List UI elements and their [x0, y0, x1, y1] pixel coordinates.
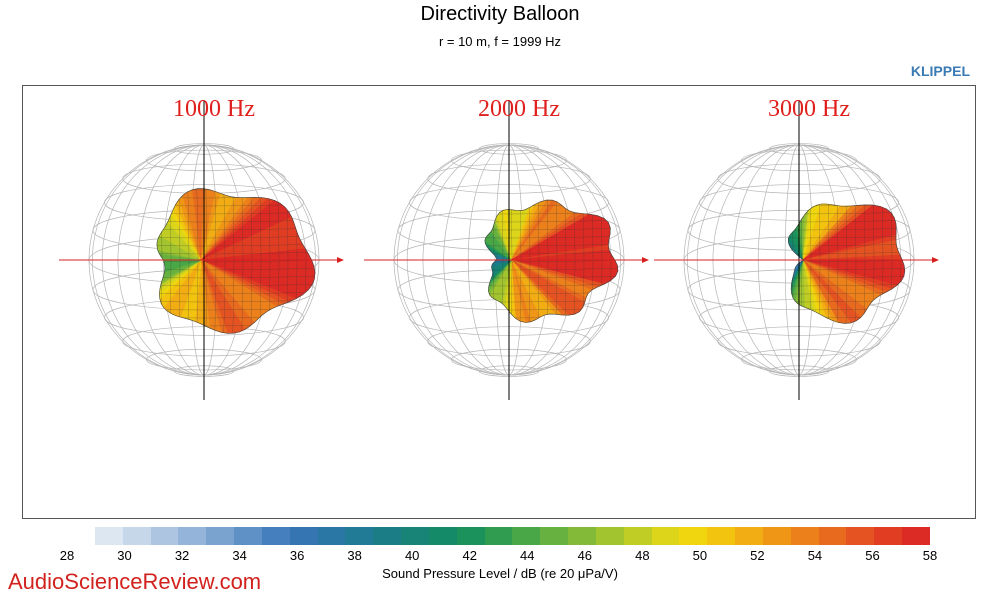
colorbar-segment: [345, 527, 374, 545]
balloon-surface: [156, 188, 316, 334]
colorbar-segment: [902, 527, 930, 545]
axis-arrow: [337, 257, 344, 263]
colorbar-tick-label: 44: [520, 548, 535, 563]
colorbar-segment: [679, 527, 708, 545]
colorbar-segment: [818, 527, 847, 545]
colorbar-segment: [178, 527, 207, 545]
frequency-label: 2000 Hz: [478, 96, 560, 122]
colorbar-segment: [484, 527, 513, 545]
colorbar-segment: [568, 527, 596, 545]
balloon-panel: 2000 Hz: [364, 96, 649, 400]
balloon-plots: 1000 Hz 2000 Hz 3000 Hz: [59, 96, 939, 400]
colorbar-segment: [428, 527, 457, 545]
colorbar-tick-label: 30: [117, 548, 132, 563]
colorbar-segment: [261, 527, 290, 545]
colorbar-tick-label: 40: [404, 548, 420, 563]
colorbar-segment: [317, 527, 346, 545]
colorbar-segment: [512, 527, 541, 545]
colorbar-tick-label: 58: [922, 548, 938, 563]
chart-title: Directivity Balloon: [420, 3, 580, 25]
colorbar-segment: [846, 527, 875, 545]
colorbar-segment: [401, 527, 429, 545]
colorbar-tick-label: 36: [289, 548, 305, 563]
colorbar-label: Sound Pressure Level / dB (re 20 μPa/V): [382, 566, 618, 581]
frequency-label: 1000 Hz: [173, 96, 255, 122]
colorbar-segment: [651, 527, 680, 545]
colorbar-segment: [95, 527, 123, 545]
colorbar-tick-label: 34: [232, 548, 247, 563]
colorbar-segment: [150, 527, 179, 545]
colorbar-segment: [540, 527, 569, 545]
watermark: AudioScienceReview.com: [8, 569, 262, 594]
colorbar-tick-label: 32: [174, 548, 190, 563]
axis-arrow: [642, 257, 649, 263]
colorbar: [95, 527, 930, 545]
colorbar-segment: [122, 527, 151, 545]
colorbar-segment: [623, 527, 652, 545]
colorbar-tick-label: 52: [750, 548, 765, 563]
colorbar-tick-label: 38: [347, 548, 362, 563]
colorbar-segment: [790, 527, 819, 545]
colorbar-tick-label: 46: [577, 548, 593, 563]
colorbar-segment: [762, 527, 791, 545]
chart-subtitle: r = 10 m, f = 1999 Hz: [438, 34, 562, 49]
colorbar-segment: [234, 527, 262, 545]
balloon-panel: 3000 Hz: [654, 96, 939, 400]
axis-arrow: [932, 257, 939, 263]
colorbar-segment: [595, 527, 624, 545]
colorbar-segment: [373, 527, 402, 545]
frequency-label: 3000 Hz: [768, 96, 850, 122]
balloon-panel: 1000 Hz: [59, 96, 344, 400]
colorbar-tick-label: 56: [865, 548, 880, 563]
colorbar-tick-label: 54: [807, 548, 823, 563]
colorbar-tick-label: 28: [59, 548, 75, 563]
colorbar-tick-label: 42: [462, 548, 477, 563]
colorbar-segment: [289, 527, 318, 545]
colorbar-segment: [874, 527, 903, 545]
colorbar-ticks: 28 30 32 34 36 38 40 42 44 46 48 50 52 54 56 58: [0, 548, 1000, 564]
colorbar-tick-label: 48: [635, 548, 650, 563]
colorbar-segment: [707, 527, 736, 545]
colorbar-segment: [735, 527, 763, 545]
brand-logo: KLIPPEL: [910, 63, 970, 79]
colorbar-segment: [206, 527, 235, 545]
colorbar-tick-label: 50: [692, 548, 708, 563]
colorbar-segment: [456, 527, 485, 545]
plot-area: 1000 Hz 2000 Hz 3000 Hz: [22, 85, 976, 519]
